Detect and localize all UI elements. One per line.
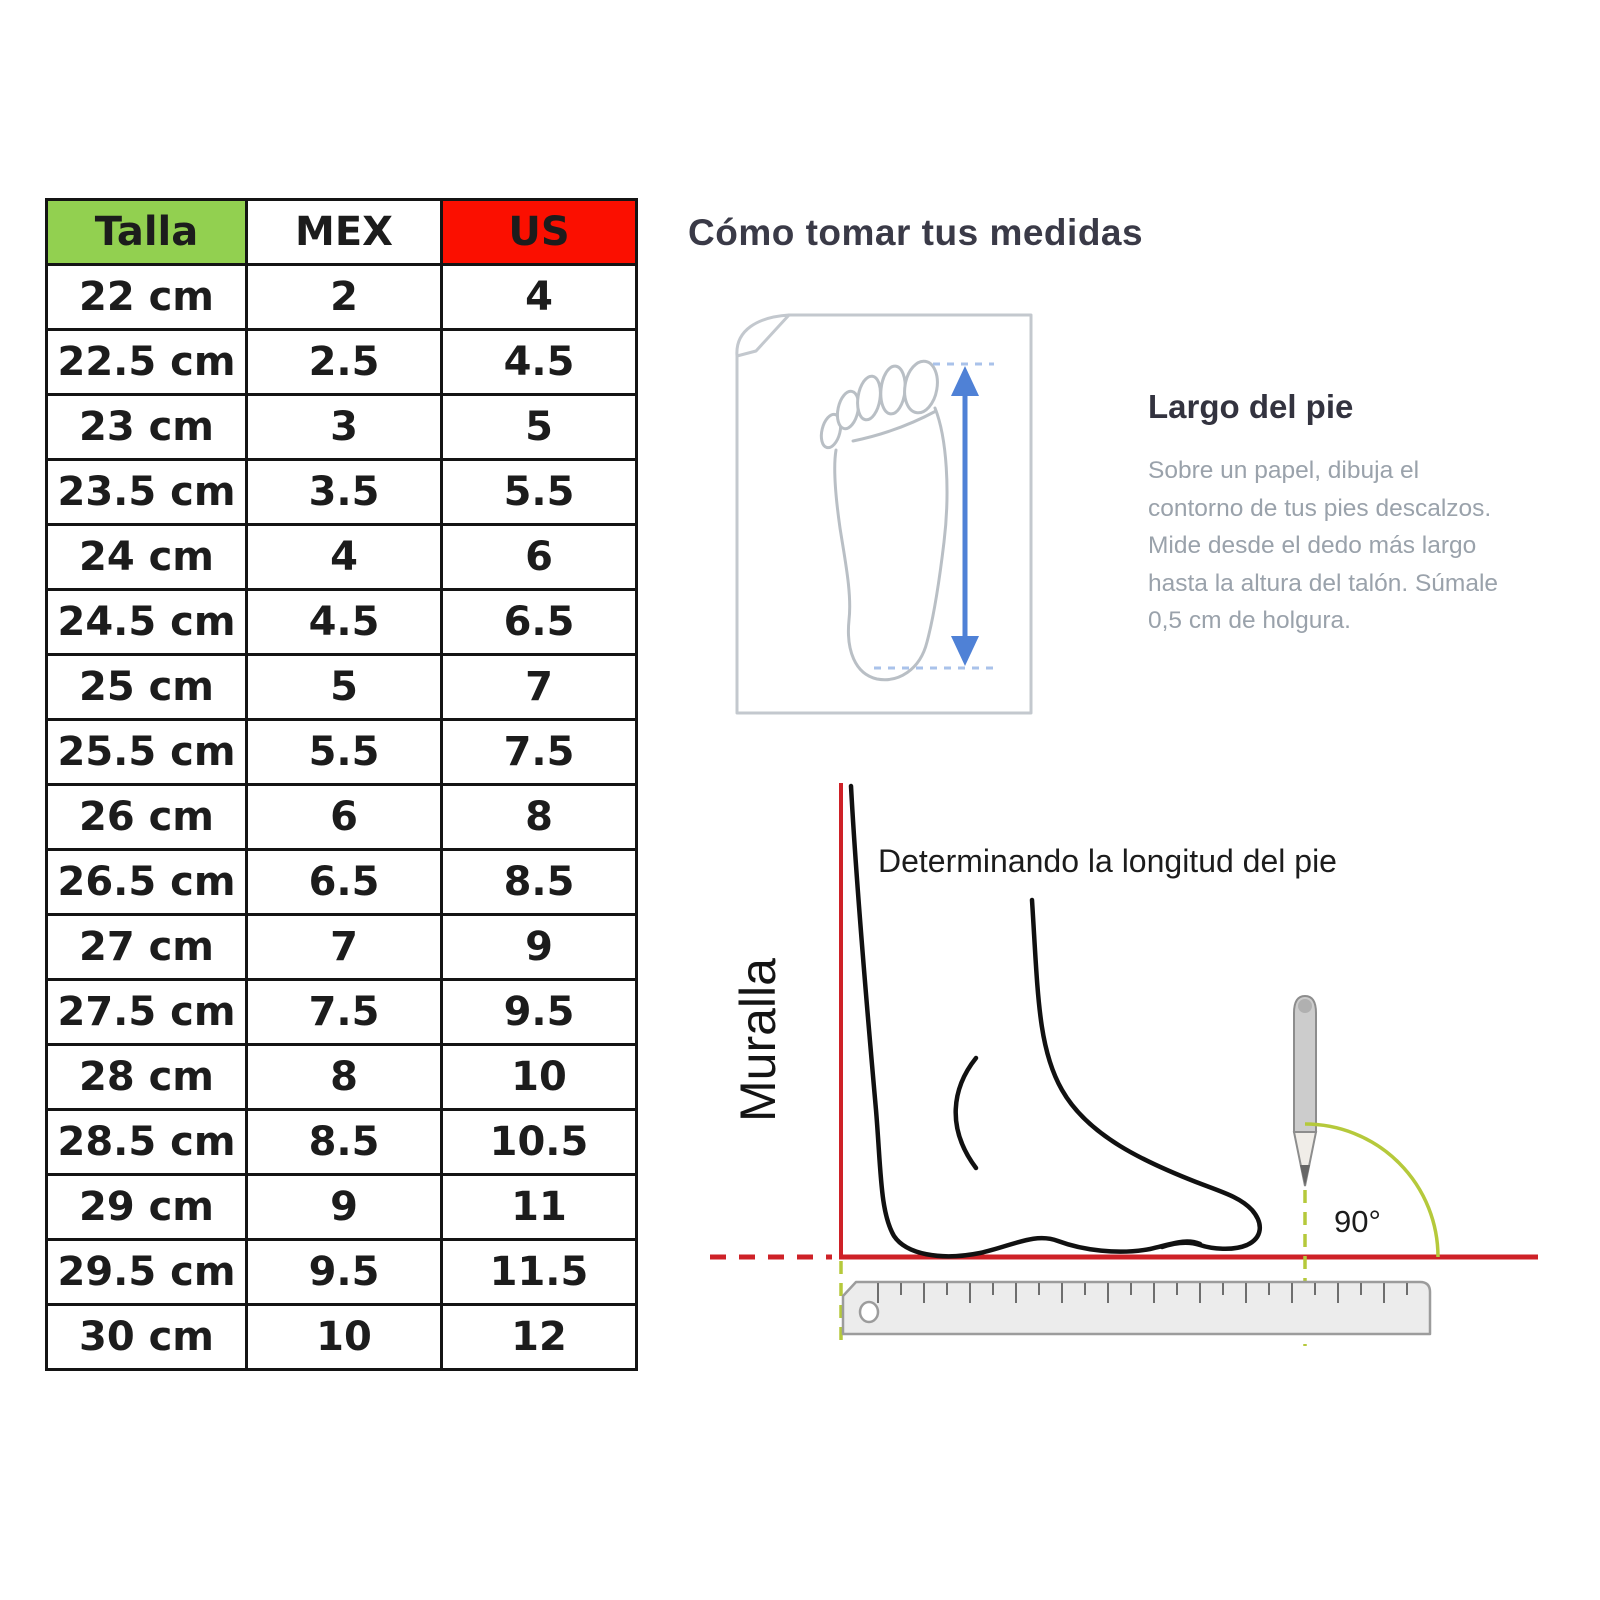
- table-row: 29 cm 9 11: [45, 1173, 638, 1241]
- mex-cell: 6.5: [245, 848, 443, 916]
- mex-cell: 9.5: [245, 1238, 443, 1306]
- mex-cell: 7: [245, 913, 443, 981]
- table-row: 26 cm 6 8: [45, 783, 638, 851]
- table-row: 27.5 cm 7.5 9.5: [45, 978, 638, 1046]
- table-row: 22 cm 2 4: [45, 263, 638, 331]
- diagram-title: Determinando la longitud del pie: [878, 843, 1337, 879]
- table-row: 23.5 cm 3.5 5.5: [45, 458, 638, 526]
- mex-cell: 7.5: [245, 978, 443, 1046]
- mex-cell: 3.5: [245, 458, 443, 526]
- wall-label: Muralla: [730, 958, 786, 1122]
- us-cell: 4: [440, 263, 638, 331]
- us-cell: 6: [440, 523, 638, 591]
- foot-on-paper-illustration: [735, 313, 1033, 715]
- us-cell: 8.5: [440, 848, 638, 916]
- table-row: 24.5 cm 4.5 6.5: [45, 588, 638, 656]
- table-row: 23 cm 3 5: [45, 393, 638, 461]
- us-header: US: [440, 198, 638, 266]
- us-cell: 11: [440, 1173, 638, 1241]
- us-cell: 5: [440, 393, 638, 461]
- pencil-icon: [1292, 994, 1318, 1187]
- paragraph-line: Mide desde el dedo más largo: [1148, 532, 1477, 559]
- table-row: 29.5 cm 9.5 11.5: [45, 1238, 638, 1306]
- table-row: 30 cm 10 12: [45, 1303, 638, 1371]
- mex-cell: 4: [245, 523, 443, 591]
- talla-cell: 29 cm: [45, 1173, 248, 1241]
- talla-cell: 29.5 cm: [45, 1238, 248, 1306]
- talla-header: Talla: [45, 198, 248, 266]
- mex-cell: 10: [245, 1303, 443, 1371]
- table-row: 25 cm 5 7: [45, 653, 638, 721]
- paragraph-line: Sobre un papel, dibuja el: [1148, 457, 1420, 484]
- talla-cell: 25 cm: [45, 653, 248, 721]
- us-cell: 8: [440, 783, 638, 851]
- ruler-ticks: [877, 1283, 1408, 1303]
- us-cell: 12: [440, 1303, 638, 1371]
- us-cell: 9: [440, 913, 638, 981]
- talla-cell: 23 cm: [45, 393, 248, 461]
- us-cell: 9.5: [440, 978, 638, 1046]
- talla-cell: 23.5 cm: [45, 458, 248, 526]
- us-cell: 7: [440, 653, 638, 721]
- talla-cell: 24.5 cm: [45, 588, 248, 656]
- talla-cell: 28.5 cm: [45, 1108, 248, 1176]
- us-cell: 6.5: [440, 588, 638, 656]
- mex-cell: 8: [245, 1043, 443, 1111]
- us-cell: 4.5: [440, 328, 638, 396]
- talla-cell: 26.5 cm: [45, 848, 248, 916]
- paper-folded-corner: [735, 313, 791, 358]
- mex-cell: 3: [245, 393, 443, 461]
- angle-arc: [1304, 1122, 1440, 1258]
- paragraph-line: 0,5 cm de holgura.: [1148, 607, 1351, 634]
- talla-cell: 22 cm: [45, 263, 248, 331]
- talla-cell: 22.5 cm: [45, 328, 248, 396]
- table-row: 28.5 cm 8.5 10.5: [45, 1108, 638, 1176]
- talla-cell: 28 cm: [45, 1043, 248, 1111]
- size-table: Talla MEX US 22 cm 2 4 22.5 cm 2.5 4.5 23 cm 3 5…: [45, 198, 638, 1371]
- foot-profile-outline: [848, 783, 1262, 1259]
- table-row: 24 cm 4 6: [45, 523, 638, 591]
- table-header-row: Talla MEX US: [45, 198, 638, 266]
- mex-cell: 9: [245, 1173, 443, 1241]
- mex-cell: 2.5: [245, 328, 443, 396]
- table-row: 28 cm 8 10: [45, 1043, 638, 1111]
- talla-cell: 26 cm: [45, 783, 248, 851]
- us-cell: 10.5: [440, 1108, 638, 1176]
- mex-cell: 2: [245, 263, 443, 331]
- table-row: 22.5 cm 2.5 4.5: [45, 328, 638, 396]
- table-row: 26.5 cm 6.5 8.5: [45, 848, 638, 916]
- mex-cell: 6: [245, 783, 443, 851]
- talla-cell: 27 cm: [45, 913, 248, 981]
- paragraph-line: contorno de tus pies descalzos.: [1148, 494, 1492, 522]
- talla-cell: 24 cm: [45, 523, 248, 591]
- talla-cell: 30 cm: [45, 1303, 248, 1371]
- ruler-hole: [858, 1300, 880, 1324]
- us-cell: 5.5: [440, 458, 638, 526]
- mex-header: MEX: [245, 198, 443, 266]
- mex-cell: 8.5: [245, 1108, 443, 1176]
- us-cell: 7.5: [440, 718, 638, 786]
- mex-cell: 5: [245, 653, 443, 721]
- talla-cell: 25.5 cm: [45, 718, 248, 786]
- us-cell: 11.5: [440, 1238, 638, 1306]
- angle-label: 90°: [1334, 1204, 1381, 1239]
- paragraph-line: hasta la altura del talón. Súmale: [1148, 569, 1499, 597]
- largo-del-pie-title: Largo del pie: [1148, 388, 1354, 425]
- measuring-diagram: Determinando la longitud del pie Muralla…: [710, 783, 1538, 1346]
- table-row: 27 cm 7 9: [45, 913, 638, 981]
- us-cell: 10: [440, 1043, 638, 1111]
- table-row: 25.5 cm 5.5 7.5: [45, 718, 638, 786]
- ruler-icon: [841, 1280, 1432, 1336]
- mex-cell: 5.5: [245, 718, 443, 786]
- mex-cell: 4.5: [245, 588, 443, 656]
- talla-cell: 27.5 cm: [45, 978, 248, 1046]
- largo-del-pie-text: Sobre un papel, dibuja el contorno de tu…: [1148, 452, 1588, 640]
- page-title: Cómo tomar tus medidas: [688, 212, 1144, 253]
- foot-sole-outline: [819, 359, 949, 682]
- size-table-body: 22 cm 2 4 22.5 cm 2.5 4.5 23 cm 3 5 23.5 cm 3.5 5.5…: [45, 263, 638, 1371]
- length-measure-arrow: [874, 362, 994, 670]
